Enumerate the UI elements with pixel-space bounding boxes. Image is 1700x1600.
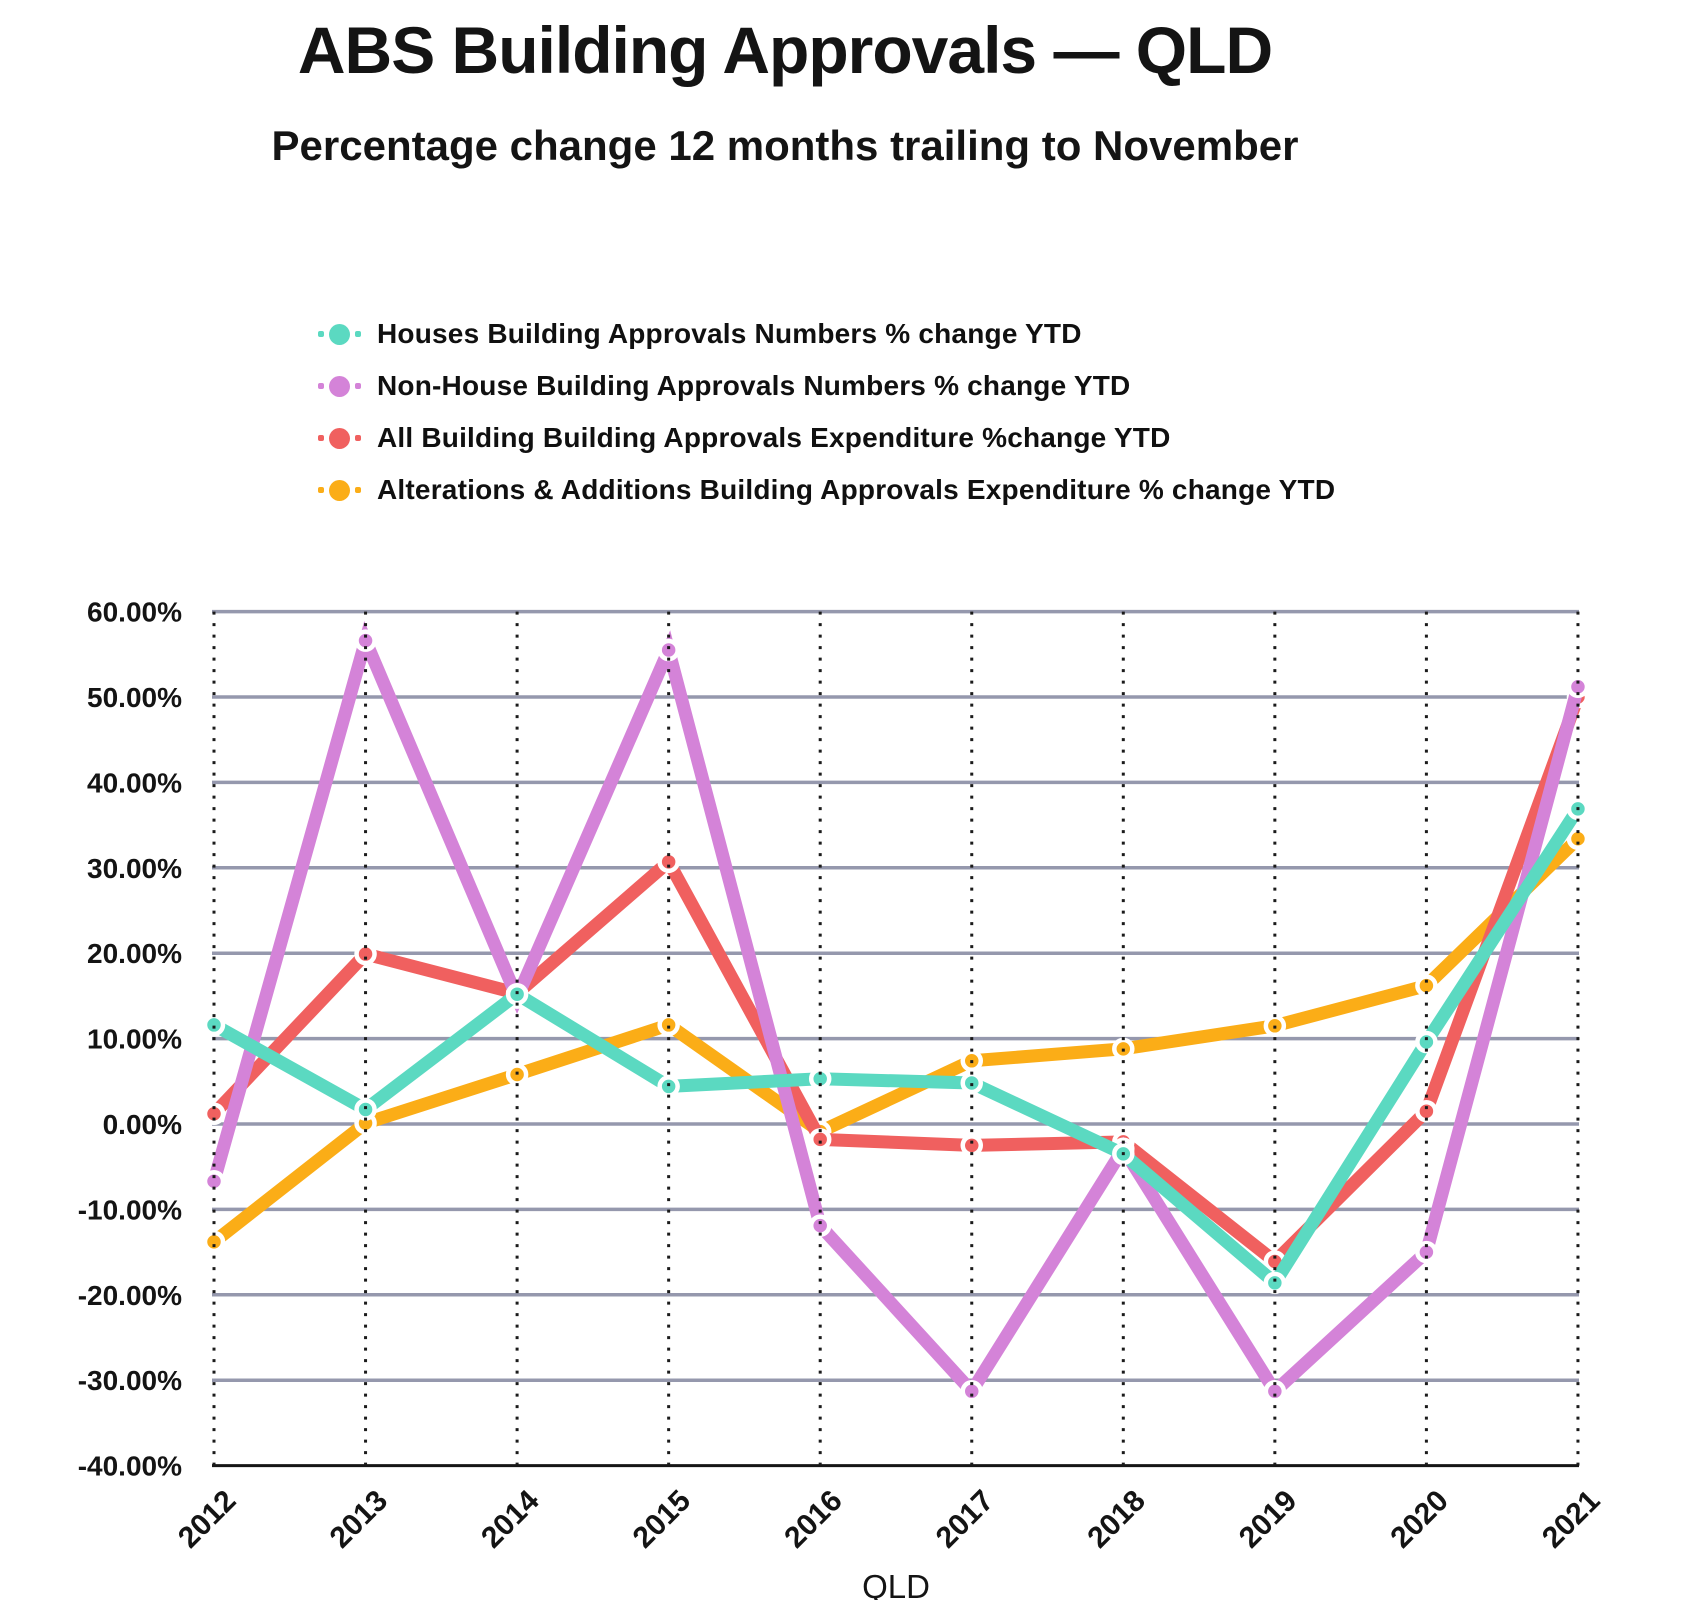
- x-axis-tick-label: 2019: [1233, 1484, 1304, 1555]
- x-axis-title: QLD: [862, 1568, 930, 1600]
- x-axis-tick-label: 2012: [172, 1484, 243, 1555]
- series-line-all_building: [207, 690, 1585, 1271]
- x-axis-tick-label: 2017: [930, 1484, 1001, 1555]
- y-axis-tick-label: 10.00%: [87, 1024, 182, 1055]
- series-all_building: [202, 685, 1590, 1273]
- x-axis-tick-label: 2021: [1536, 1484, 1607, 1555]
- data-point-houses: [657, 1075, 680, 1098]
- data-point-all_building: [657, 850, 680, 874]
- data-point-houses: [202, 1013, 226, 1037]
- x-axis-tick-label: 2015: [627, 1484, 698, 1555]
- series-line-houses: [207, 802, 1585, 1293]
- data-point-all_building: [202, 1102, 226, 1126]
- chart-subtitle: Percentage change 12 months trailing to …: [271, 122, 1299, 169]
- legend-marker-icon: [318, 323, 361, 345]
- legend-marker-icon: [318, 479, 361, 501]
- data-point-all_building: [1415, 1099, 1438, 1123]
- data-point-non_house: [1566, 675, 1590, 699]
- legend-label: Non-House Building Approvals Numbers % c…: [377, 370, 1131, 401]
- data-point-non_house: [808, 1214, 832, 1237]
- legend-label: All Building Building Approvals Expendit…: [377, 422, 1171, 453]
- data-point-houses: [1263, 1271, 1287, 1295]
- data-point-alterations: [1566, 827, 1590, 851]
- data-point-all_building: [808, 1128, 832, 1151]
- data-point-non_house: [1415, 1240, 1438, 1264]
- x-axis-tick-label: 2018: [1081, 1484, 1152, 1555]
- data-point-all_building: [960, 1134, 983, 1157]
- legend-item-all_building: All Building Building Approvals Expendit…: [318, 418, 1335, 458]
- x-axis-tick-label: 2016: [778, 1484, 849, 1555]
- x-axis-labels: 2012 2013 2014 2015 2016 2017 2018 2019 2020 2021: [172, 1484, 1606, 1555]
- legend-item-alterations: Alterations & Additions Building Approva…: [318, 470, 1335, 510]
- y-axis-tick-label: -20.00%: [78, 1280, 182, 1311]
- chart-title: ABS Building Approvals — QLD: [297, 13, 1273, 87]
- series-line-non_house: [207, 621, 1585, 1403]
- y-axis-tick-label: -30.00%: [78, 1365, 182, 1396]
- y-axis-tick-label: 30.00%: [87, 853, 182, 884]
- data-point-non_house: [202, 1169, 226, 1193]
- data-point-houses: [960, 1071, 983, 1095]
- data-point-alterations: [657, 1013, 680, 1037]
- series-houses: [202, 797, 1590, 1295]
- legend-marker-icon: [318, 427, 361, 449]
- data-point-alterations: [1415, 974, 1438, 997]
- data-point-non_house: [657, 638, 680, 662]
- y-axis-tick-label: 50.00%: [87, 682, 182, 713]
- x-axis-tick-label: 2020: [1384, 1484, 1455, 1555]
- data-point-houses: [505, 982, 529, 1006]
- legend: Houses Building Approvals Numbers % chan…: [318, 314, 1335, 510]
- legend-label: Houses Building Approvals Numbers % chan…: [377, 318, 1082, 349]
- y-axis-tick-label: -40.00%: [78, 1451, 182, 1482]
- data-point-houses: [354, 1098, 377, 1121]
- x-axis-tick-label: 2014: [475, 1484, 546, 1555]
- y-axis-tick-label: 20.00%: [87, 938, 182, 969]
- x-axis-tick-label: 2013: [324, 1484, 395, 1555]
- y-axis-tick-label: -10.00%: [78, 1194, 182, 1225]
- data-point-non_house: [354, 629, 377, 652]
- data-point-all_building: [354, 942, 377, 966]
- y-axis-labels: 60.00% 50.00% 40.00% 30.00% 20.00% 10.00% 0.00…: [78, 597, 182, 1482]
- y-axis-tick-label: 60.00%: [87, 597, 182, 628]
- legend-item-non_house: Non-House Building Approvals Numbers % c…: [318, 366, 1335, 406]
- legend-item-houses: Houses Building Approvals Numbers % chan…: [318, 314, 1335, 354]
- v-gridlines: [212, 611, 1580, 1466]
- h-gridlines: [212, 609, 1579, 1468]
- series-line-alterations: [207, 832, 1585, 1249]
- series-non_house: [202, 621, 1590, 1403]
- legend-marker-icon: [318, 375, 361, 397]
- y-axis-tick-label: 40.00%: [87, 767, 182, 798]
- data-point-houses: [1415, 1030, 1438, 1054]
- legend-label: Alterations & Additions Building Approva…: [377, 474, 1336, 505]
- data-point-houses: [808, 1067, 832, 1090]
- y-axis-tick-label: 0.00%: [103, 1109, 182, 1140]
